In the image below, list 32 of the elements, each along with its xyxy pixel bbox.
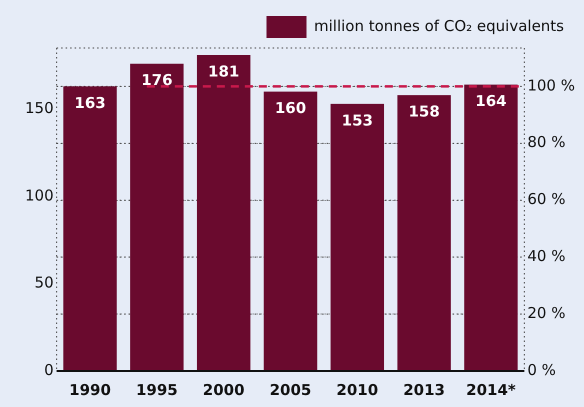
y-tick-label: 50 xyxy=(34,274,54,292)
y2-tick-label: 0 % xyxy=(527,360,556,379)
x-tick-label: 2005 xyxy=(270,380,312,399)
x-tick-label: 1995 xyxy=(136,380,178,399)
y2-tick-label: 60 % xyxy=(527,190,566,208)
bar xyxy=(63,86,117,371)
data-label: 163 xyxy=(74,94,106,112)
bar xyxy=(130,64,184,371)
x-tick-label: 2010 xyxy=(336,380,378,399)
bar xyxy=(330,104,384,371)
data-label: 158 xyxy=(408,102,440,121)
y2-tick-label: 80 % xyxy=(527,133,566,152)
bar xyxy=(397,95,451,371)
data-label: 164 xyxy=(475,92,507,110)
y-tick-label: 100 xyxy=(24,186,54,204)
y2-tick-label: 100 % xyxy=(527,76,576,94)
y2-tick-label: 20 % xyxy=(527,304,566,322)
data-label: 181 xyxy=(208,62,240,80)
y-tick-label: 0 xyxy=(44,360,54,379)
bar xyxy=(264,92,318,371)
legend-label: million tonnes of CO₂ equivalents xyxy=(314,16,564,35)
bar xyxy=(196,54,250,371)
y-tick-label: 150 xyxy=(24,99,54,117)
data-label: 153 xyxy=(342,111,373,130)
x-tick-label: 2000 xyxy=(202,380,245,399)
x-tick-label: 1990 xyxy=(69,380,111,399)
data-label: 160 xyxy=(274,99,306,118)
bar xyxy=(464,84,518,371)
data-label: 176 xyxy=(141,71,173,90)
x-tick-label: 2014* xyxy=(466,380,516,399)
y2-tick-label: 40 % xyxy=(527,247,566,266)
x-tick-label: 2013 xyxy=(403,380,445,399)
